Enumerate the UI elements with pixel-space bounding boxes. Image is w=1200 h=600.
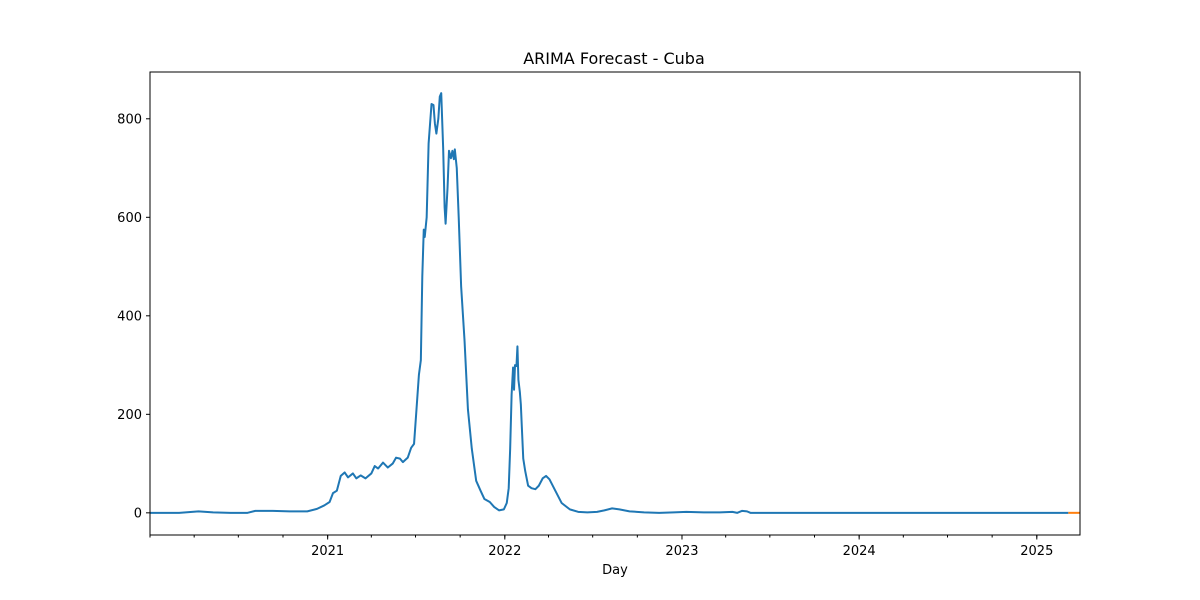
- y-tick-label: 800: [117, 112, 142, 127]
- chart-title: ARIMA Forecast - Cuba: [523, 49, 705, 68]
- x-tick-label: 2024: [843, 544, 876, 559]
- y-tick-label: 600: [117, 211, 142, 226]
- x-tick-label: 2021: [311, 544, 344, 559]
- history-line: [150, 92, 1069, 514]
- y-tick-label: 400: [117, 309, 142, 324]
- x-tick-label: 2023: [665, 544, 698, 559]
- x-tick-label: 2025: [1020, 544, 1053, 559]
- plot-frame: [149, 71, 1081, 536]
- x-tick-label: 2022: [488, 544, 521, 559]
- y-tick-label: 200: [117, 408, 142, 423]
- y-tick-label: 0: [134, 506, 142, 521]
- plot-area: 0 200 400 600 800 2021 2022 2023 2024 2025: [117, 71, 1081, 559]
- x-axis-label: Day: [602, 563, 628, 578]
